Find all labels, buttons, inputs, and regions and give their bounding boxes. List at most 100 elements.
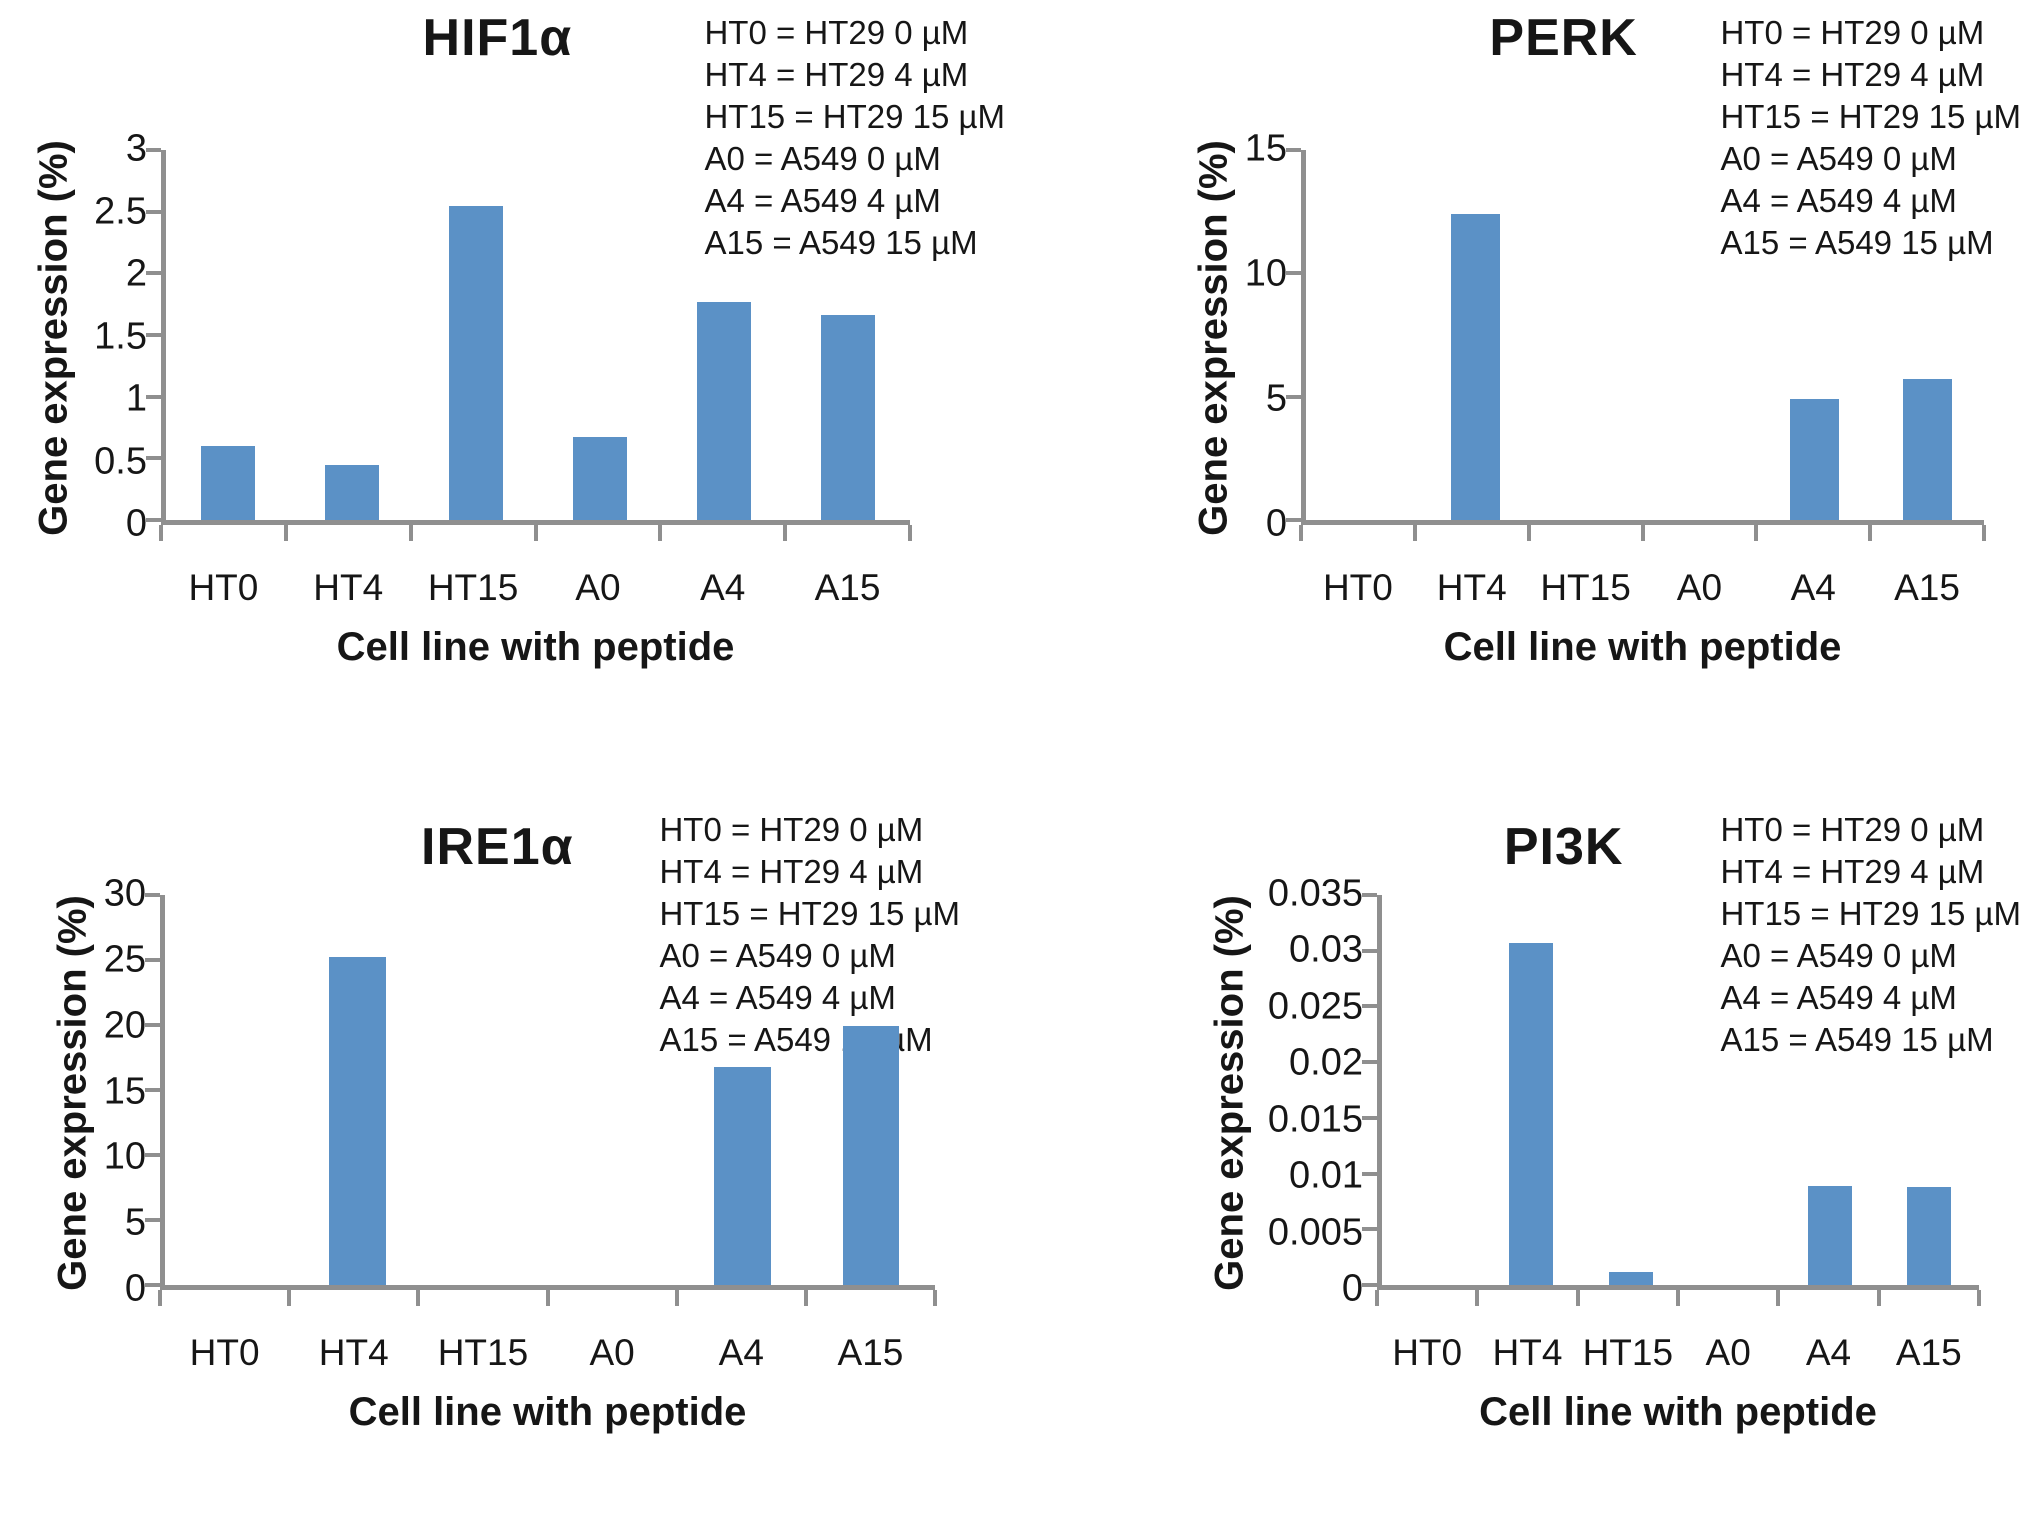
y-tick-label: 10: [1244, 252, 1287, 295]
bar-a0: [572, 437, 628, 520]
x-tick-mark: [1876, 1290, 1881, 1306]
chart-title: HIF1α: [422, 9, 573, 67]
legend-line: A0 = A549 0 µM: [659, 936, 896, 974]
x-tick-mark: [545, 1290, 550, 1306]
bar-slot-ht4: [290, 150, 414, 520]
x-tick-mark: [1977, 1290, 1981, 1306]
bar-slot-ht15: [1532, 150, 1645, 520]
y-tick-mark: [1362, 893, 1377, 897]
y-tick-mark: [145, 893, 160, 897]
plot-box: [145, 893, 935, 1290]
legend-line: A15 = A549 15 µM: [1720, 1020, 1994, 1058]
x-tick-mark: [1412, 525, 1417, 541]
plot-box: [146, 148, 910, 525]
y-tick-mark: [145, 957, 160, 962]
y-tick-label: 2.5: [94, 190, 147, 233]
x-tick-mark: [803, 1290, 808, 1306]
x-tick-mark: [674, 1290, 679, 1306]
x-axis-labels: HT0 HT4 HT15 A0 A4 A15: [160, 1310, 935, 1374]
chart-legend: HT0 = HT29 0 µM HT4 = HT29 4 µM HT15 = HT2…: [704, 12, 1005, 263]
y-tick-label: 2: [125, 252, 147, 295]
bar-slot-ht15: [1581, 895, 1681, 1285]
x-tick-mark: [1754, 525, 1759, 541]
x-label-ht0: HT0: [188, 567, 259, 608]
x-label-ht15: HT15: [427, 567, 519, 608]
x-label-a0: A0: [1705, 1332, 1751, 1373]
bar-slot-ht15: [422, 895, 550, 1285]
y-axis-title-box: Gene expression (%): [25, 140, 83, 536]
plot-box: [1286, 148, 1984, 525]
bar-series: [1306, 150, 1984, 520]
bar-a15: [1907, 1186, 1952, 1285]
x-axis-tick-marks: [1299, 525, 1986, 545]
x-label-a15: A15: [1894, 567, 1960, 608]
legend-line: HT4 = HT29 4 µM: [1720, 852, 1985, 890]
legend-line: HT15 = HT29 15 µM: [1720, 894, 2021, 932]
x-tick-mark: [533, 525, 538, 541]
bar-ht0: [200, 446, 256, 520]
bar-slot-a4: [1758, 150, 1871, 520]
chart-ire1: IRE1α HT0 = HT29 0 µM HT4 = HT29 4 µM HT15…: [0, 765, 1015, 1531]
bar-slot-ht4: [1419, 150, 1532, 520]
bar-a15: [842, 1026, 900, 1285]
x-tick-mark: [783, 525, 788, 541]
y-tick-mark: [1362, 1171, 1377, 1176]
y-axis-tick-labels: 3 2.5 2 1.5 1 0.5 0: [83, 128, 161, 545]
chart-hif1: HIF1α HT0 = HT29 0 µM HT4 = HT29 4 µM HT15…: [0, 0, 1015, 765]
x-label-ht4: HT4: [313, 567, 384, 608]
legend-line: A4 = A549 4 µM: [1720, 181, 1957, 219]
y-tick-label: 0.5: [94, 440, 147, 483]
y-tick-mark: [146, 209, 161, 214]
chart-legend: HT0 = HT29 0 µM HT4 = HT29 4 µM HT15 = HT2…: [1720, 12, 2021, 263]
y-tick-label: 0.02: [1289, 1041, 1363, 1084]
bar-slot-ht4: [1482, 895, 1582, 1285]
chart-title: PERK: [1489, 9, 1638, 67]
legend-line: HT4 = HT29 4 µM: [1720, 55, 1985, 93]
x-label-ht15: HT15: [1540, 567, 1631, 608]
bar-slot-a15: [1871, 150, 1984, 520]
x-axis-labels: HT0 HT4 HT15 A0 A4 A15: [161, 545, 910, 609]
y-tick-label: 1: [125, 377, 147, 420]
y-tick-mark: [1286, 518, 1301, 522]
y-tick-label: 0.025: [1267, 985, 1363, 1028]
bar-slot-a0: [550, 895, 678, 1285]
bar-series: [166, 150, 910, 520]
legend-line: HT15 = HT29 15 µM: [704, 97, 1005, 135]
bar-slot-a15: [1880, 895, 1980, 1285]
bar-ht4: [329, 957, 386, 1285]
x-tick-mark: [287, 1290, 292, 1306]
bar-slot-ht0: [165, 895, 293, 1285]
y-tick-mark: [1362, 1004, 1377, 1009]
y-tick-label: 1.5: [94, 315, 147, 358]
legend-line: HT0 = HT29 0 µM: [659, 811, 924, 848]
bar-slot-ht15: [414, 150, 538, 520]
y-tick-label: 15: [103, 1070, 146, 1113]
y-tick-mark: [145, 1152, 160, 1157]
bar-slot-ht0: [1382, 895, 1482, 1285]
x-tick-mark: [1299, 525, 1303, 541]
x-tick-mark: [158, 1290, 162, 1306]
y-tick-mark: [145, 1283, 160, 1287]
x-tick-mark: [1776, 1290, 1781, 1306]
y-tick-mark: [1286, 148, 1301, 152]
bar-slot-a15: [786, 150, 910, 520]
x-label-a0: A0: [1676, 567, 1723, 608]
y-axis-title-box: Gene expression (%): [1185, 140, 1243, 536]
bar-slot-a4: [1780, 895, 1880, 1285]
bar-a4: [1807, 1185, 1852, 1285]
bar-a4: [696, 301, 752, 520]
x-tick-mark: [933, 1290, 937, 1306]
x-tick-mark: [1868, 525, 1873, 541]
legend-line: A4 = A549 4 µM: [1720, 978, 1957, 1016]
x-label-ht15: HT15: [1582, 1332, 1674, 1373]
x-label-a0: A0: [575, 567, 621, 608]
x-tick-mark: [1676, 1290, 1680, 1306]
y-tick-label: 0: [125, 502, 147, 545]
legend-line: HT0 = HT29 0 µM: [1720, 811, 1985, 848]
legend-line: HT4 = HT29 4 µM: [704, 55, 969, 93]
legend-line: HT4 = HT29 4 µM: [659, 852, 924, 890]
x-axis-labels: HT0 HT4 HT15 A0 A4 A15: [1377, 1310, 1979, 1374]
x-label-a15: A15: [814, 567, 881, 608]
x-axis-title: Cell line with peptide: [1443, 625, 1842, 669]
